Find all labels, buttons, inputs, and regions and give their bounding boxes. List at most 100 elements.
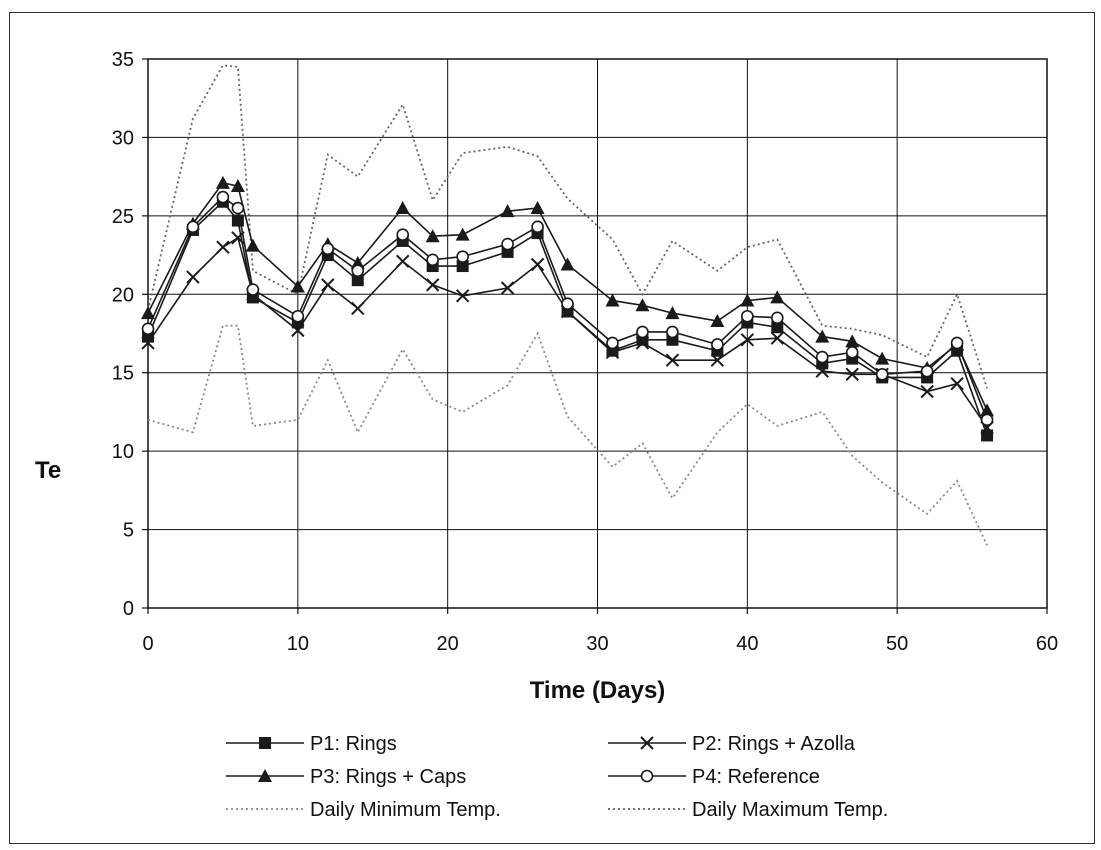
data-point-circle (351, 264, 365, 278)
data-point-x-stroke (425, 278, 440, 292)
data-point-x-stroke (351, 301, 365, 316)
data-point-x-stroke (321, 278, 335, 292)
data-point-circle (321, 242, 335, 256)
legend: P1: Rings P2: Rings + Azolla P3: Rings + C… (226, 733, 888, 821)
data-point-triangle (258, 769, 272, 782)
data-point-x (455, 289, 470, 303)
data-point-circle (291, 309, 305, 323)
data-point-triangle (875, 351, 890, 365)
data-point-x-stroke (770, 331, 785, 345)
data-point-x (640, 736, 654, 750)
x-tick-label: 0 (142, 633, 153, 655)
data-point-triangle (230, 179, 245, 193)
data-point-circle (711, 338, 724, 351)
data-point-x-stroke (710, 353, 725, 367)
data-point-triangle (215, 175, 230, 189)
data-point-circle (920, 364, 934, 378)
axis-layer: 0 5 10 15 20 25 30 35 0 10 20 30 40 50 60 (112, 49, 1058, 655)
y-tick-label: 25 (112, 206, 134, 228)
series-line (147, 182, 988, 411)
legend-item-p4-reference: P4: Reference (608, 766, 820, 788)
data-point-triangle (455, 227, 470, 241)
data-point-x (740, 333, 755, 347)
data-point-x (815, 364, 829, 378)
data-point-circle (141, 322, 155, 336)
y-tick-label: 20 (112, 284, 134, 306)
data-point-circle (606, 336, 619, 350)
data-point-x (605, 345, 620, 360)
data-point-x-stroke (141, 336, 155, 350)
x-tick-label: 10 (287, 633, 309, 655)
data-point-triangle (245, 238, 260, 252)
series-line (147, 64, 988, 389)
data-point-x (425, 278, 440, 292)
legend-item-p3-rings-caps: P3: Rings + Caps (226, 766, 466, 788)
data-point-x-stroke (845, 367, 859, 381)
data-point-square (259, 737, 271, 749)
data-point-x (530, 257, 545, 272)
data-point-square (501, 245, 514, 258)
data-point-x-stroke (291, 323, 305, 338)
data-point-square (981, 429, 994, 442)
data-point-x-stroke (920, 384, 934, 399)
data-point-x-stroke (455, 289, 470, 303)
y-axis-title: Te (35, 457, 61, 484)
data-point-x-stroke (665, 353, 680, 367)
data-point-circle (216, 190, 230, 204)
data-point-x-stroke (950, 376, 964, 391)
legend-item-daily-maximum-temp: Daily Maximum Temp. (608, 799, 888, 821)
y-tick-label: 10 (112, 441, 134, 463)
x-tick-label: 60 (1036, 633, 1058, 655)
data-point-circle (980, 413, 994, 427)
data-point-triangle (425, 229, 440, 243)
data-point-triangle (845, 334, 860, 348)
data-point-circle (636, 325, 649, 339)
data-point-circle (845, 346, 859, 359)
data-point-x (710, 353, 725, 367)
legend-label: Daily Minimum Temp. (310, 799, 501, 821)
series-daily-maximum-temp (147, 64, 988, 389)
data-point-triangle (770, 290, 785, 304)
data-point-x-stroke (635, 336, 650, 350)
data-point-square (456, 260, 469, 273)
data-point-x (141, 336, 155, 350)
data-point-circle (231, 201, 245, 215)
legend-label: P1: Rings (310, 733, 397, 755)
data-point-x-stroke (605, 345, 620, 360)
data-point-circle (561, 297, 574, 310)
data-point-circle (396, 228, 410, 241)
data-point-x (770, 331, 785, 345)
y-tick-label: 0 (123, 598, 134, 620)
data-point-triangle (290, 279, 305, 293)
y-tick-label: 35 (112, 49, 134, 71)
data-point-triangle (395, 201, 410, 215)
data-point-triangle (980, 403, 995, 417)
data-point-x (291, 323, 305, 338)
series-line (147, 236, 988, 429)
data-point-triangle (560, 257, 575, 271)
data-point-triangle (635, 298, 650, 312)
data-point-circle (770, 311, 784, 325)
data-point-x (216, 240, 230, 254)
data-point-circle (501, 237, 514, 251)
data-point-x-stroke (186, 270, 200, 284)
legend-label: P2: Rings + Azolla (692, 733, 856, 755)
data-point-square (771, 321, 784, 334)
data-point-x (920, 384, 934, 399)
data-point-square (351, 274, 364, 287)
data-point-x-stroke (396, 254, 410, 269)
data-point-x-stroke (500, 281, 515, 295)
data-point-circle (456, 250, 469, 263)
x-tick-label: 20 (437, 633, 459, 655)
data-point-x-stroke (740, 333, 755, 347)
data-point-x-stroke (530, 257, 545, 272)
series-p4-reference (141, 190, 994, 427)
data-point-x (635, 336, 650, 350)
legend-item-p2-rings-azolla: P2: Rings + Azolla (608, 733, 856, 755)
data-point-x (396, 254, 410, 269)
legend-label: P3: Rings + Caps (310, 766, 466, 788)
series-daily-minimum-temp (147, 324, 988, 546)
data-point-x (351, 301, 365, 316)
data-point-triangle (740, 293, 755, 307)
